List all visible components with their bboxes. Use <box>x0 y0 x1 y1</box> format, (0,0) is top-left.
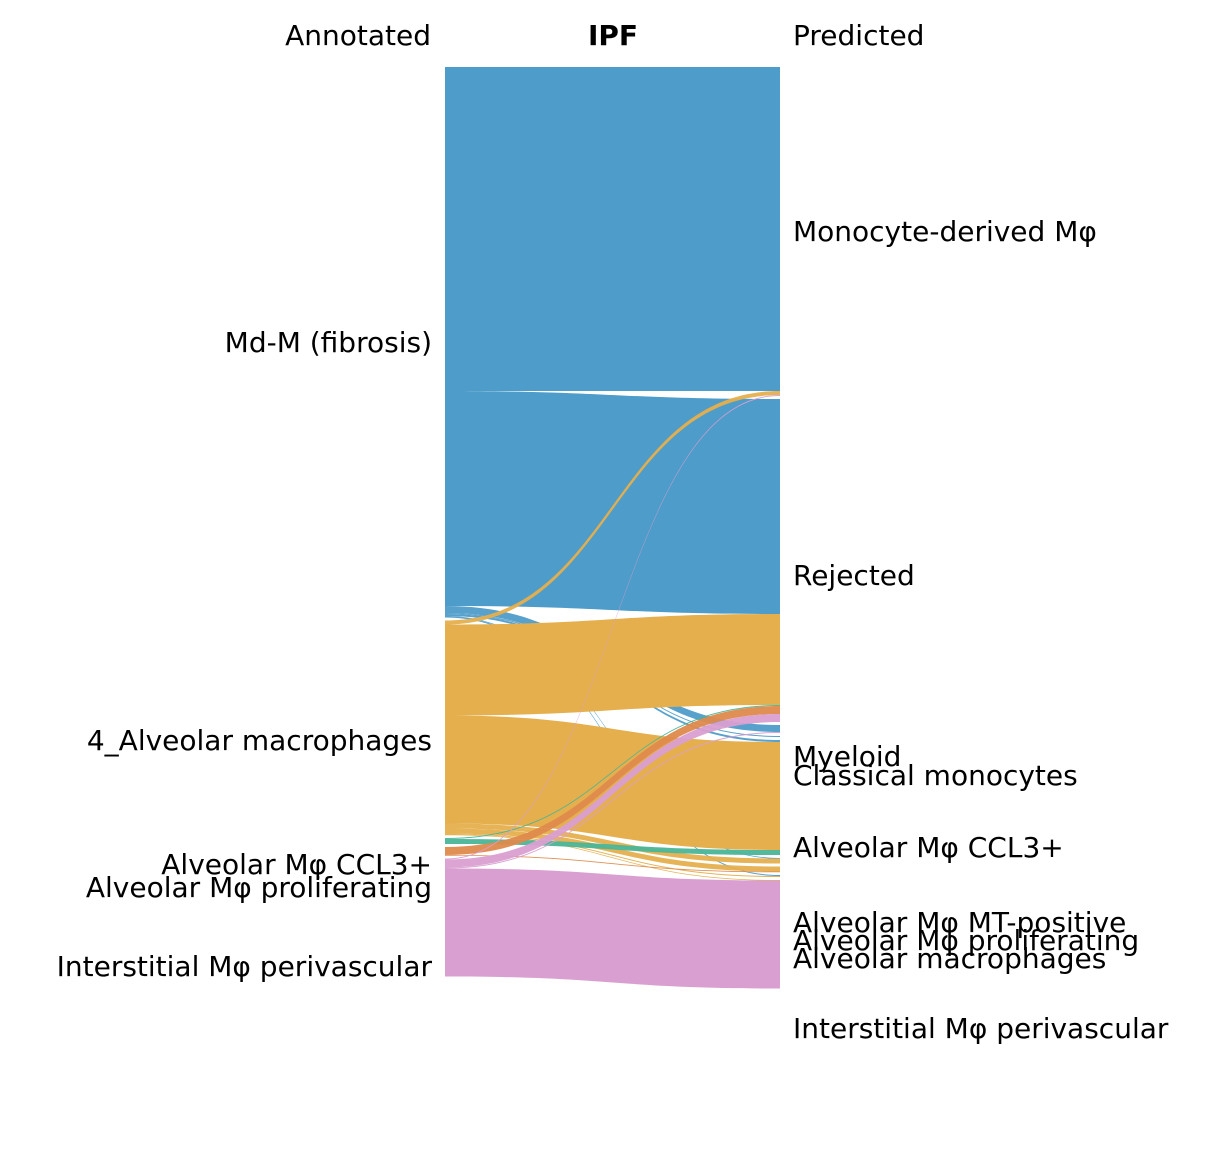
right-label: Classical monocytes <box>793 759 1078 792</box>
right-label: Monocyte-derived Mφ <box>793 215 1097 248</box>
right-label: Alveolar Mφ MT-positive <box>793 906 1126 939</box>
flow-ribbon <box>445 391 780 614</box>
flow-ribbon <box>445 705 780 839</box>
chart-title: IPF <box>588 19 638 52</box>
flow-ribbon <box>445 614 780 716</box>
flow-ribbon <box>445 828 780 872</box>
left-label: Alveolar Mφ proliferating <box>86 871 432 904</box>
left-label: Md-M (fibrosis) <box>225 326 432 359</box>
right-label: Myeloid <box>793 740 901 773</box>
flow-ribbon <box>445 706 780 855</box>
flow-ribbon <box>445 714 780 868</box>
right-label: Alveolar Mφ proliferating <box>793 924 1139 957</box>
flow-ribbon <box>445 67 780 391</box>
right-label: Rejected <box>793 559 915 592</box>
right-label: Alveolar Mφ CCL3+ <box>793 831 1064 864</box>
flow-ribbon <box>445 732 780 869</box>
flow-ribbon <box>445 833 780 877</box>
flow-ribbon <box>445 855 780 873</box>
flow-ribbon <box>445 839 780 855</box>
left-label: Alveolar Mφ CCL3+ <box>161 848 432 881</box>
left-labels: Md-M (fibrosis) 4_Alveolar macrophages A… <box>57 326 433 983</box>
flow-ribbon <box>445 834 780 881</box>
left-label: Interstitial Mφ perivascular <box>57 950 433 983</box>
flow-ribbon <box>445 823 780 864</box>
right-label: Interstitial Mφ perivascular <box>793 1012 1169 1045</box>
left-label: 4_Alveolar macrophages <box>87 724 432 757</box>
flow-ribbon <box>445 868 780 989</box>
right-labels: Monocyte-derived Mφ Rejected Myeloid Cla… <box>793 215 1169 1045</box>
right-label: Alveolar macrophages <box>793 942 1106 975</box>
right-axis-title: Predicted <box>793 19 924 52</box>
flow-ribbon <box>445 395 780 860</box>
flow-ribbons <box>445 67 780 989</box>
flow-ribbon <box>445 391 780 625</box>
left-axis-title: Annotated <box>285 19 431 52</box>
